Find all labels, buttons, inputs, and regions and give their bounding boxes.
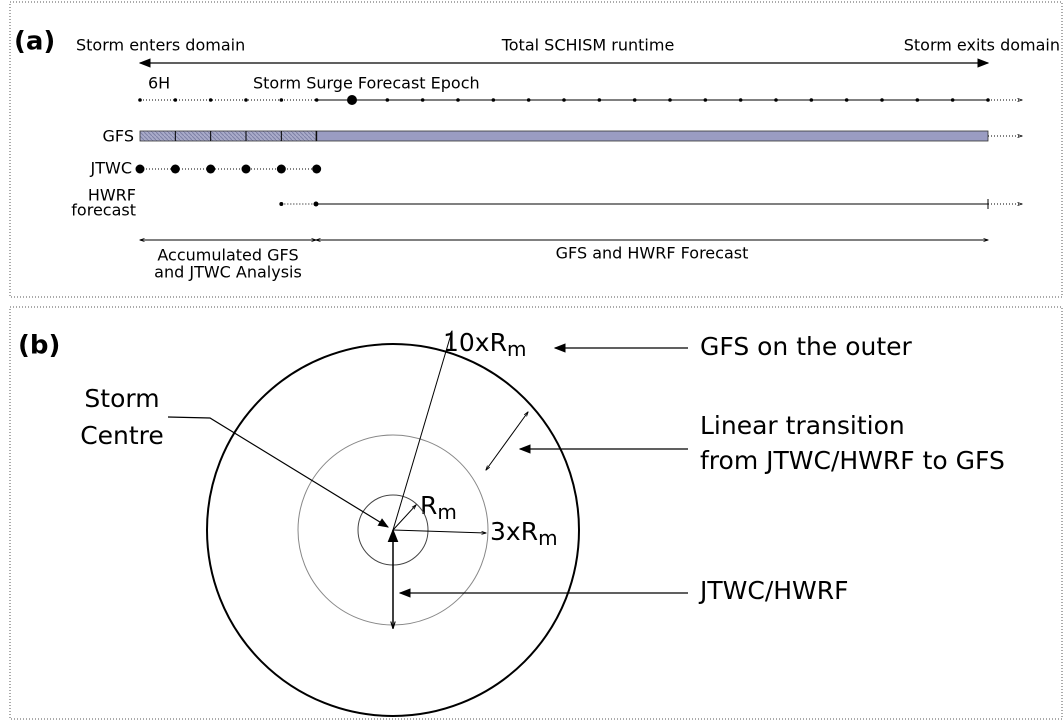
time-dot — [279, 98, 284, 102]
outer-radius-label: 10xRm — [443, 328, 526, 361]
time-dot — [420, 98, 425, 102]
time-dot — [491, 98, 496, 102]
text: 3xR — [490, 517, 538, 546]
time-dot — [950, 98, 955, 102]
time-dot — [774, 98, 778, 102]
time-dot — [703, 98, 708, 102]
time-dot — [880, 98, 884, 102]
subscript: m — [437, 500, 456, 524]
subscript: m — [507, 337, 526, 361]
mid-radius-label: 3xRm — [490, 517, 558, 550]
jtwc-dot — [206, 164, 216, 174]
time-dot — [456, 98, 460, 102]
hwrf-dot — [313, 201, 319, 207]
jtwc-dot — [170, 164, 180, 174]
panel-b-frame — [9, 306, 1063, 720]
time-dot — [986, 98, 990, 102]
panel-a-frame — [9, 1, 1063, 298]
hwrf-dot — [279, 202, 284, 206]
hwrf-label: HWRF — [88, 186, 136, 205]
jtwc-dot — [312, 164, 322, 174]
text: R — [420, 491, 437, 520]
interval-label: 6H — [148, 74, 170, 93]
outer-radius-arrow — [392, 331, 452, 531]
time-dot — [738, 98, 743, 102]
start-label: Storm enters domain — [76, 36, 245, 55]
time-dot — [915, 98, 920, 102]
analysis-label: and JTWC Analysis — [154, 263, 302, 282]
forecast-label: GFS and HWRF Forecast — [556, 244, 749, 263]
mid-radius-arrow — [392, 529, 486, 533]
time-dot — [138, 98, 142, 102]
time-dot — [244, 98, 248, 102]
inner-radius-label: Rm — [420, 491, 457, 524]
outer-note: GFS on the outer — [700, 332, 913, 361]
text: 10xR — [443, 328, 507, 357]
jtwc-label: JTWC — [90, 159, 132, 178]
time-dot — [173, 98, 178, 102]
jtwc-dot — [276, 164, 286, 174]
transition-note: from JTWC/HWRF to GFS — [700, 446, 1005, 475]
analysis-label: Accumulated GFS — [157, 246, 298, 265]
outer-circle — [206, 343, 580, 717]
time-dot — [809, 98, 814, 102]
time-dot — [597, 98, 602, 102]
centre-label: Storm — [84, 384, 159, 413]
time-dot — [526, 98, 531, 102]
runtime-label: Total SCHISM runtime — [501, 36, 675, 55]
end-label: Storm exits domain — [904, 36, 1060, 55]
panel-label: (a) — [14, 27, 55, 57]
epoch-label: Storm Surge Forecast Epoch — [253, 74, 480, 93]
inner-radius-arrow — [392, 505, 416, 531]
transition-arrow — [486, 412, 528, 470]
jtwc-dot — [135, 164, 145, 174]
time-dot — [844, 98, 849, 102]
inner-note: JTWC/HWRF — [698, 576, 849, 605]
time-dot — [562, 98, 566, 102]
subscript: m — [538, 526, 557, 550]
time-dot — [208, 98, 213, 102]
time-dot — [385, 98, 390, 102]
gfs-forecast-bar — [315, 130, 989, 142]
time-dot — [347, 95, 357, 105]
transition-note: Linear transition — [700, 411, 905, 440]
centre-pointer — [167, 416, 389, 528]
hwrf-label: forecast — [71, 201, 136, 220]
gfs-label: GFS — [103, 127, 134, 146]
jtwc-dot — [241, 164, 251, 174]
time-dot — [668, 98, 672, 102]
time-dot — [632, 98, 637, 102]
centre-label: Centre — [80, 421, 164, 450]
time-dot — [314, 98, 319, 102]
gfs-analysis-bar — [139, 130, 317, 142]
panel-label: (b) — [18, 331, 60, 361]
